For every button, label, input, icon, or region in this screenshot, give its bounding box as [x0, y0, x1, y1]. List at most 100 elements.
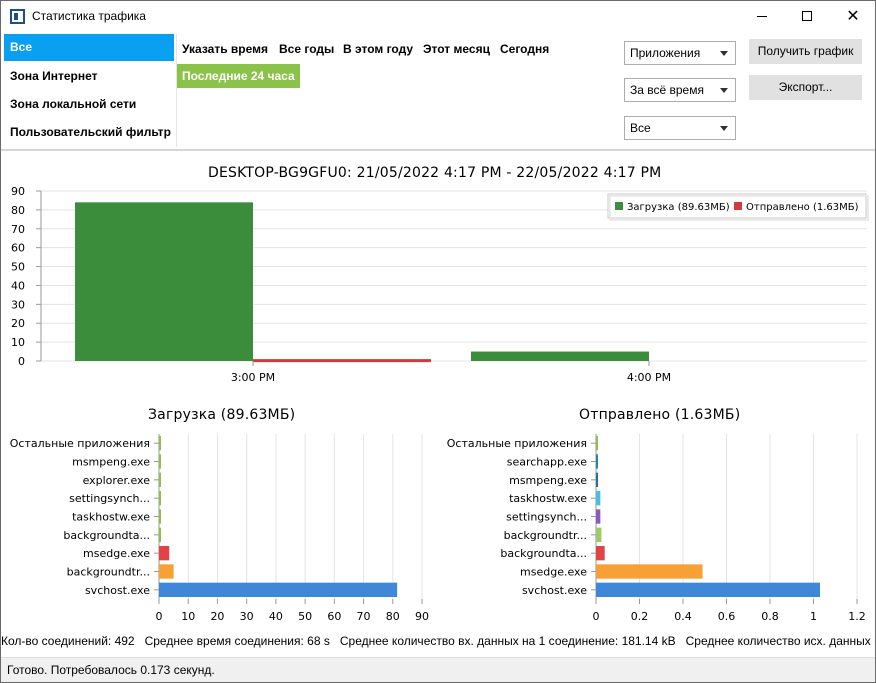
y-tick-label: 20 [11, 317, 25, 330]
y-tick-label: 40 [11, 279, 25, 292]
category-label: taskhostw.exe [72, 511, 150, 524]
bar-download [471, 351, 649, 361]
x-tick-label: 0.2 [631, 610, 649, 623]
main-chart-title: DESKTOP-BG9GFU0: 21/05/2022 4:17 PM - 22… [208, 165, 662, 181]
connection-stats: Кол-во соединений: 492 Среднее время соед… [1, 634, 875, 650]
y-tick-label: 90 [11, 185, 25, 198]
group-by-value: Приложения [630, 46, 701, 60]
category-label: msedge.exe [83, 547, 150, 560]
period-value: За всё время [630, 83, 704, 97]
filter-last-24h[interactable]: Последние 24 часа [177, 64, 300, 88]
close-button[interactable]: ✕ [830, 1, 875, 31]
category-label: settingsynch... [69, 492, 150, 505]
get-chart-button[interactable]: Получить график [749, 39, 862, 64]
app-bar [159, 564, 174, 579]
x-tick-label: 0.8 [761, 610, 779, 623]
x-tick-label: 50 [298, 610, 312, 623]
x-tick-label: 0 [156, 610, 163, 623]
category-label: msmpeng.exe [72, 456, 150, 469]
x-tick-label: 60 [327, 610, 341, 623]
filter-this-year[interactable]: В этом году [343, 42, 414, 56]
x-tick-label: 30 [240, 610, 254, 623]
x-tick-label: 0.6 [718, 610, 736, 623]
category-label: Остальные приложения [10, 437, 150, 450]
x-tick-label: 4:00 PM [627, 371, 671, 384]
status-bar: Готово. Потребовалось 0.173 секунд. [1, 657, 875, 682]
app-bar [159, 454, 161, 469]
filter-today[interactable]: Сегодня [500, 42, 550, 56]
app-bar [159, 491, 161, 506]
legend-shadow [609, 195, 869, 221]
sidebar-item-all[interactable]: Все [4, 34, 174, 61]
sidebar-item-custom[interactable]: Пользовательский фильтр [10, 125, 171, 139]
app-bar [596, 582, 821, 597]
x-tick-label: 0.4 [674, 610, 692, 623]
category-label: svchost.exe [522, 584, 587, 597]
x-tick-label: 0 [593, 610, 600, 623]
x-tick-label: 90 [415, 610, 429, 623]
period-select[interactable]: За всё время [624, 78, 736, 102]
chevron-down-icon [720, 51, 728, 56]
filter-this-month[interactable]: Этот месяц [423, 42, 490, 56]
app-logo-icon [10, 9, 25, 24]
download-chart-title: Загрузка (89.63МБ) [148, 407, 296, 423]
title-bar[interactable]: Статистика трафика ✕ [1, 1, 875, 31]
app-bar [596, 436, 598, 451]
app-bar [159, 527, 161, 542]
maximize-button[interactable] [784, 1, 830, 31]
app-bar [596, 454, 598, 469]
sidebar-item-local[interactable]: Зона локальной сети [10, 97, 137, 111]
group-by-select[interactable]: Приложения [624, 41, 736, 65]
legend-label-upload: Отправлено (1.63МБ) [746, 202, 859, 213]
upload-apps-chart: 0 0.2 0.4 0.6 0.8 1 1.2 Остальные приложения sea… [447, 434, 866, 623]
chart-legend: Загрузка (89.63МБ) Отправлено (1.63МБ) [607, 193, 869, 221]
y-tick-label: 0 [18, 355, 25, 368]
sidebar-divider [176, 34, 177, 147]
x-tick-label: 1 [810, 610, 817, 623]
app-bar [159, 472, 161, 487]
x-tick-label: 3:00 PM [231, 371, 275, 384]
filter-all-years[interactable]: Все годы [279, 42, 335, 56]
scope-select[interactable]: Все [624, 116, 736, 140]
app-bar [596, 491, 601, 506]
export-button[interactable]: Экспорт... [749, 75, 862, 100]
traffic-time-chart: 0 10 20 30 40 50 60 70 80 90 3:00 PM 4:00 PM Загрузк… [11, 185, 869, 384]
app-bar [159, 509, 161, 524]
stat-avg-in: Среднее количество вх. данных на 1 соеди… [339, 634, 676, 648]
y-tick-label: 80 [11, 204, 25, 217]
category-label: explorer.exe [83, 474, 151, 487]
app-bar [159, 582, 398, 597]
sidebar-item-internet[interactable]: Зона Интернет [10, 69, 98, 83]
bar-upload [253, 359, 431, 363]
x-tick-label: 70 [357, 610, 371, 623]
scope-value: Все [630, 121, 651, 135]
legend-label-download: Загрузка (89.63МБ) [627, 202, 730, 213]
filter-custom-time[interactable]: Указать время [182, 42, 269, 56]
stat-avg-time: Среднее время соединения: 68 s [144, 634, 330, 648]
category-label: backgroundtr... [504, 529, 587, 542]
app-bar [159, 546, 170, 561]
status-text: Готово. Потребовалось 0.173 секунд. [7, 663, 215, 677]
app-bar [159, 436, 161, 451]
y-tick-label: 60 [11, 242, 25, 255]
app-bar [596, 472, 598, 487]
category-label: backgroundtr... [67, 566, 150, 579]
category-label: taskhostw.exe [509, 492, 587, 505]
minimize-icon [757, 15, 767, 17]
category-label: Остальные приложения [447, 437, 587, 450]
minimize-button[interactable] [739, 1, 785, 31]
x-tick-label: 1.2 [848, 610, 866, 623]
category-label: backgroundta... [63, 529, 150, 542]
legend-swatch-upload [734, 202, 742, 210]
category-label: svchost.exe [85, 584, 150, 597]
x-tick-label: 10 [181, 610, 195, 623]
stat-avg-out: Среднее количество исх. данных на 1 [685, 634, 875, 648]
chevron-down-icon [720, 126, 728, 131]
download-apps-chart: 0 10 20 30 40 50 60 70 80 90 Остальные приложения m… [10, 434, 429, 623]
x-tick-label: 40 [269, 610, 283, 623]
x-tick-label: 20 [210, 610, 224, 623]
app-bar [596, 564, 703, 579]
upload-chart-title: Отправлено (1.63МБ) [579, 407, 741, 423]
close-icon: ✕ [846, 8, 860, 25]
